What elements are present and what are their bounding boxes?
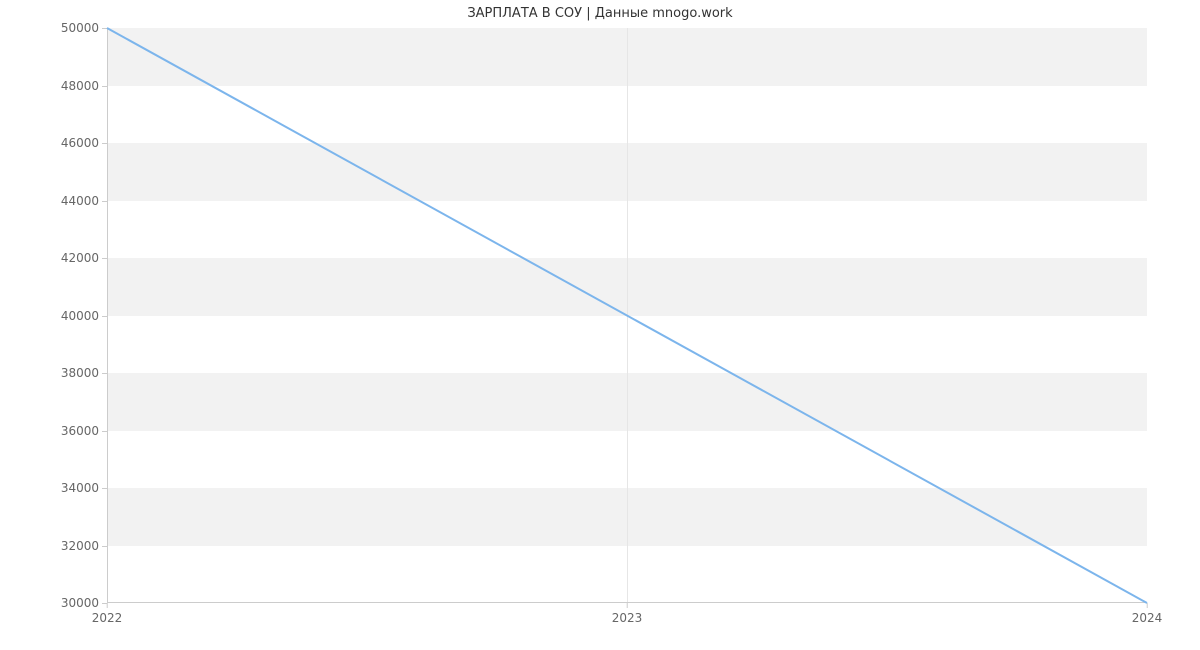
chart-title: ЗАРПЛАТА В СОУ | Данные mnogo.work [0, 6, 1200, 21]
salary-chart: ЗАРПЛАТА В СОУ | Данные mnogo.work 30000… [0, 0, 1200, 650]
y-tick-label: 38000 [61, 366, 107, 380]
y-tick-label: 50000 [61, 21, 107, 35]
y-tick-label: 32000 [61, 539, 107, 553]
y-tick-label: 42000 [61, 251, 107, 265]
y-tick-label: 40000 [61, 309, 107, 323]
y-tick-label: 36000 [61, 424, 107, 438]
x-tick-label: 2023 [612, 603, 643, 625]
series-line [107, 28, 1147, 603]
y-tick-label: 34000 [61, 481, 107, 495]
x-tick-label: 2024 [1132, 603, 1163, 625]
y-tick-label: 46000 [61, 136, 107, 150]
plot-area: 3000032000340003600038000400004200044000… [107, 28, 1147, 603]
line-layer [107, 28, 1147, 603]
y-tick-label: 48000 [61, 79, 107, 93]
y-tick-label: 44000 [61, 194, 107, 208]
x-tick-label: 2022 [92, 603, 123, 625]
